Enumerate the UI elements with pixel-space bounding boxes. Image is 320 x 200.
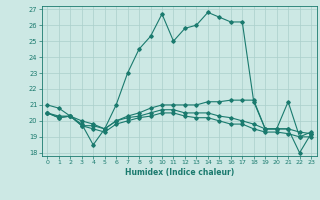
X-axis label: Humidex (Indice chaleur): Humidex (Indice chaleur) bbox=[124, 168, 234, 177]
